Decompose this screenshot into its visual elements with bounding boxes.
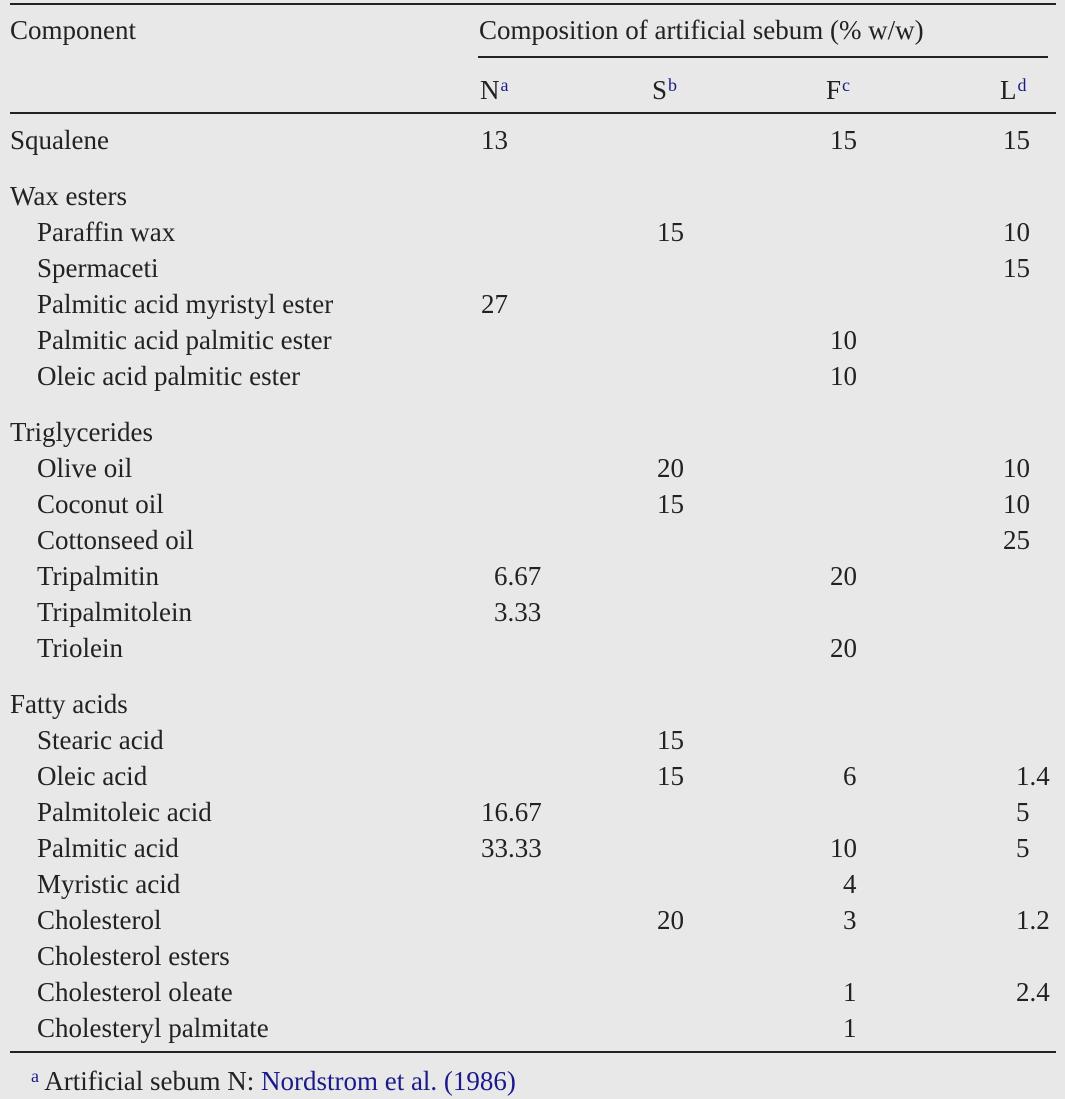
- row-label: Palmitic acid palmitic ester: [37, 325, 332, 355]
- footnote: a Artificial sebum N: Nordstrom et al. (…: [30, 1058, 516, 1099]
- column-header: Ld: [1000, 67, 1027, 108]
- cell-value: 10: [830, 325, 857, 355]
- cell-value: 15: [1003, 253, 1030, 283]
- row-label: Triolein: [37, 633, 124, 663]
- footnote-text: Artificial sebum N:: [44, 1066, 255, 1096]
- row-label: Cholesterol esters: [37, 941, 230, 971]
- column-label: F: [826, 75, 842, 105]
- cell-value: 20: [657, 905, 684, 935]
- cell-value: 27: [481, 289, 508, 319]
- row-label: Palmitic acid myristyl ester: [37, 289, 334, 319]
- column-note: d: [1017, 75, 1027, 95]
- bottom-rule: [10, 1051, 1056, 1053]
- cell-value: 16.67: [481, 797, 542, 827]
- row-label: Cholesterol oleate: [37, 977, 233, 1007]
- column-note: c: [842, 75, 851, 95]
- row-label: Myristic acid: [37, 869, 181, 899]
- cell-value: 15: [1003, 125, 1030, 155]
- row-label: Coconut oil: [37, 489, 164, 519]
- column-header: Fc: [826, 67, 850, 108]
- cell-value: 10: [830, 833, 857, 863]
- cell-value: 2.4: [1016, 977, 1050, 1007]
- row-label: Paraffin wax: [37, 217, 176, 247]
- row-label: Cholesteryl palmitate: [37, 1013, 269, 1043]
- top-rule: [10, 3, 1056, 5]
- column-note: a: [500, 75, 509, 95]
- cell-value: 20: [830, 633, 857, 663]
- footnote-ref[interactable]: Nordstrom et al. (1986): [260, 1066, 516, 1096]
- column-label: N: [480, 75, 500, 105]
- column-header: Na: [480, 67, 509, 108]
- row-label: Tripalmitin: [37, 561, 160, 591]
- row-label: Cottonseed oil: [37, 525, 194, 555]
- cell-value: 15: [657, 217, 684, 247]
- cell-value: 15: [657, 725, 684, 755]
- cell-value: 15: [657, 489, 684, 519]
- row-label: Oleic acid palmitic ester: [37, 361, 301, 391]
- cell-value: 1: [843, 1013, 857, 1043]
- cell-value: 25: [1003, 525, 1030, 555]
- page: Component Composition of artificial sebu…: [10, 3, 1056, 1096]
- cell-value: 4: [843, 869, 857, 899]
- column-label: L: [1000, 75, 1017, 105]
- cell-value: 10: [1003, 489, 1030, 519]
- cell-value: 3: [843, 905, 857, 935]
- group-rule: [478, 56, 1048, 58]
- column-note: b: [668, 75, 678, 95]
- cell-value: 1: [843, 977, 857, 1007]
- group-header: Composition of artificial sebum (% w/w): [479, 15, 924, 45]
- row-label: Palmitoleic acid: [37, 797, 212, 827]
- column-header: Sb: [652, 67, 677, 108]
- row-label: Palmitic acid: [37, 833, 179, 863]
- cell-value: 15: [657, 761, 684, 791]
- row-label: Tripalmitolein: [37, 597, 193, 627]
- cell-value: 15: [830, 125, 857, 155]
- cell-value: 10: [830, 361, 857, 391]
- cell-value: 6: [843, 761, 857, 791]
- cell-value: 33.33: [481, 833, 542, 863]
- row-label: Cholesterol: [37, 905, 162, 935]
- cell-value: 6.67: [494, 561, 542, 591]
- header-rule: [10, 112, 1056, 114]
- cell-value: 5: [1016, 797, 1030, 827]
- group-label: Triglycerides: [10, 417, 153, 447]
- row-label: Stearic acid: [37, 725, 164, 755]
- cell-value: 13: [481, 125, 508, 155]
- cell-value: 1.2: [1016, 905, 1050, 935]
- footnote-marker: a: [31, 1066, 39, 1086]
- cell-value: 10: [1003, 453, 1030, 483]
- cell-value: 20: [830, 561, 857, 591]
- row-label: Olive oil: [37, 453, 133, 483]
- group-label: Wax esters: [10, 181, 128, 211]
- cell-value: 5: [1016, 833, 1030, 863]
- row-label: Oleic acid: [37, 761, 148, 791]
- group-label: Squalene: [10, 125, 109, 155]
- cell-value: 20: [657, 453, 684, 483]
- group-label: Fatty acids: [10, 689, 128, 719]
- cell-value: 3.33: [494, 597, 542, 627]
- cell-value: 10: [1003, 217, 1030, 247]
- row-label: Spermaceti: [37, 253, 159, 283]
- column-label: S: [652, 75, 668, 105]
- component-header: Component: [10, 15, 136, 45]
- cell-value: 1.4: [1016, 761, 1050, 791]
